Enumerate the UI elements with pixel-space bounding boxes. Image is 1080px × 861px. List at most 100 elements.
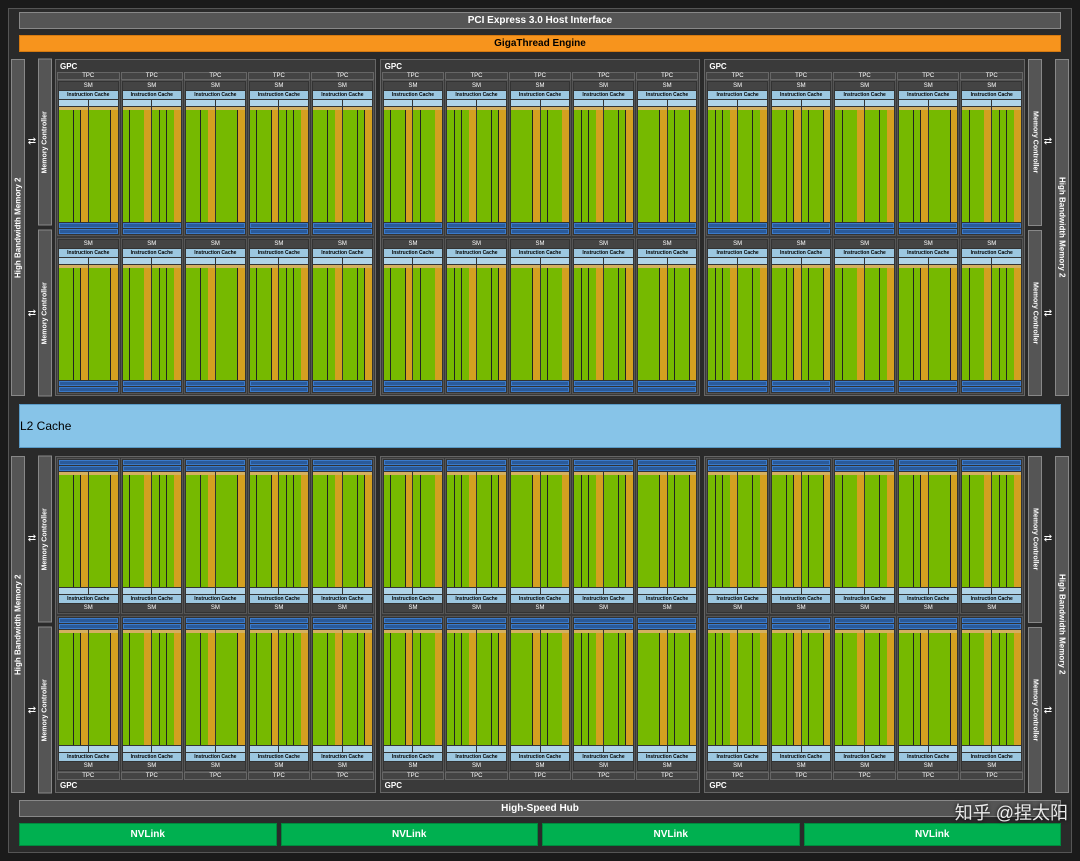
cuda-core — [802, 110, 809, 124]
sm-sub-partition — [343, 472, 372, 587]
cuda-core — [716, 296, 723, 310]
cuda-core — [962, 559, 969, 573]
cuda-core — [794, 489, 801, 503]
cuda-core — [802, 503, 809, 517]
cuda-core — [391, 352, 398, 366]
cuda-core — [511, 138, 518, 152]
cuda-core — [562, 324, 569, 338]
cuda-core — [384, 647, 391, 661]
cuda-core — [779, 633, 786, 647]
sm-label: SM — [447, 604, 506, 612]
cuda-core — [787, 138, 794, 152]
cuda-core — [589, 661, 596, 675]
sm-sub-partition — [541, 472, 570, 587]
cuda-core — [455, 366, 462, 380]
cuda-core — [525, 559, 532, 573]
cuda-core — [914, 208, 921, 222]
cuda-core — [1014, 559, 1021, 573]
cuda-core — [511, 559, 518, 573]
instruction-cache: Instruction Cache — [447, 753, 506, 761]
cuda-core — [358, 545, 365, 559]
cuda-core — [562, 352, 569, 366]
cuda-core — [802, 545, 809, 559]
cuda-core — [887, 545, 894, 559]
scheduler — [511, 258, 540, 264]
cuda-core — [59, 366, 66, 380]
sm-row: SM Instruction Cache SM Instruction Cach… — [57, 458, 374, 614]
cuda-core — [716, 208, 723, 222]
cuda-core — [186, 124, 193, 138]
cuda-core — [525, 180, 532, 194]
cuda-core — [936, 717, 943, 731]
cuda-core — [103, 661, 110, 675]
cuda-core — [279, 503, 286, 517]
cuda-core — [59, 282, 66, 296]
cuda-core — [287, 324, 294, 338]
sm-label: SM — [313, 604, 372, 612]
cuda-core — [772, 352, 779, 366]
cuda-core — [123, 152, 130, 166]
cuda-core — [951, 703, 958, 717]
cuda-core — [1007, 703, 1014, 717]
cuda-core — [391, 531, 398, 545]
cuda-core — [216, 180, 223, 194]
cuda-core — [103, 573, 110, 587]
sm-sub-partition — [802, 630, 831, 745]
cuda-core — [518, 689, 525, 703]
memory-controller: Memory Controller — [38, 627, 52, 794]
cuda-core — [384, 352, 391, 366]
cuda-core — [548, 194, 555, 208]
cuda-core — [1014, 573, 1021, 587]
cuda-core — [936, 152, 943, 166]
cuda-core — [802, 731, 809, 745]
cuda-core — [81, 282, 88, 296]
core-area — [899, 472, 958, 587]
cuda-core — [301, 573, 308, 587]
cuda-core — [469, 503, 476, 517]
cuda-core — [582, 503, 589, 517]
cuda-core — [398, 268, 405, 282]
cuda-core — [1014, 633, 1021, 647]
sm-sub-partition — [574, 265, 603, 380]
cuda-core — [335, 310, 342, 324]
cuda-core — [951, 166, 958, 180]
cuda-core — [499, 180, 506, 194]
cuda-core — [74, 675, 81, 689]
cuda-core — [428, 208, 435, 222]
cuda-core — [313, 124, 320, 138]
cuda-core — [111, 661, 118, 675]
cuda-core — [186, 194, 193, 208]
cuda-core — [111, 166, 118, 180]
cuda-core — [193, 324, 200, 338]
cuda-core — [787, 296, 794, 310]
cuda-core — [984, 517, 991, 531]
cuda-core — [929, 545, 936, 559]
cuda-core — [511, 703, 518, 717]
cuda-core — [447, 282, 454, 296]
cuda-core — [358, 689, 365, 703]
cuda-core — [772, 475, 779, 489]
cuda-core — [652, 208, 659, 222]
sm-sub-partition — [343, 630, 372, 745]
cuda-core — [230, 661, 237, 675]
cuda-core — [511, 545, 518, 559]
load-store-unit — [962, 387, 1021, 392]
cuda-core — [406, 503, 413, 517]
cuda-core — [174, 282, 181, 296]
cuda-core — [708, 110, 715, 124]
load-store-unit — [123, 381, 182, 386]
cuda-core — [555, 282, 562, 296]
cuda-core — [772, 296, 779, 310]
cuda-core — [951, 180, 958, 194]
cuda-core — [1014, 180, 1021, 194]
cuda-core — [708, 296, 715, 310]
cuda-core — [857, 338, 864, 352]
cuda-core — [604, 675, 611, 689]
tpc-label: TPC — [572, 72, 635, 80]
tpc-label: TPC — [382, 772, 445, 780]
sm-sub-partition — [929, 630, 958, 745]
cuda-core — [484, 180, 491, 194]
cuda-core — [499, 573, 506, 587]
cuda-core — [682, 194, 689, 208]
cuda-core — [865, 731, 872, 745]
